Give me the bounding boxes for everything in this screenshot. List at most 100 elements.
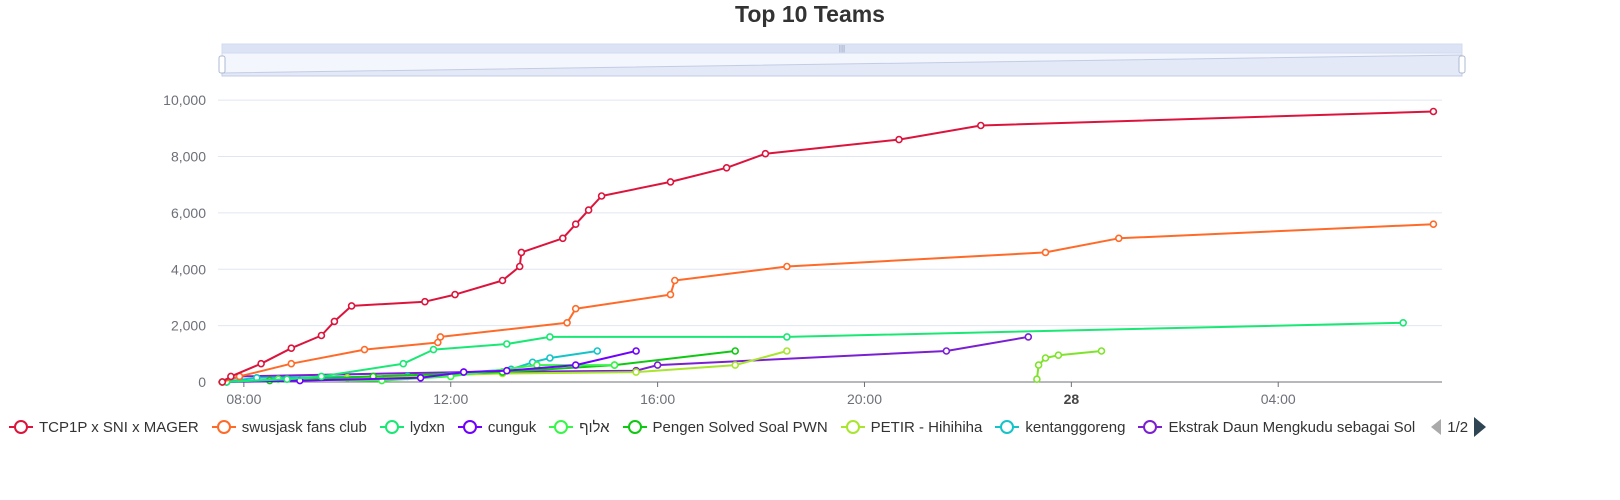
legend-item[interactable]: אלוף — [548, 419, 610, 436]
legend-item[interactable]: PETIR - Hihihiha — [840, 418, 983, 436]
data-point[interactable] — [227, 372, 235, 381]
data-point[interactable] — [1115, 234, 1123, 243]
data-point[interactable] — [317, 331, 326, 340]
data-point[interactable] — [502, 366, 511, 375]
data-point[interactable] — [546, 354, 554, 362]
data-point[interactable] — [1041, 248, 1050, 257]
legend-label: cunguk — [487, 418, 537, 436]
data-point[interactable] — [571, 304, 580, 313]
datazoom-right-handle[interactable] — [1458, 55, 1466, 74]
legend-marker-icon — [9, 420, 33, 434]
series-4[interactable] — [222, 347, 640, 386]
legend-item[interactable]: cunguk — [457, 419, 536, 436]
legend-item[interactable]: kentanggoreng — [994, 419, 1125, 436]
data-point[interactable] — [1429, 220, 1438, 228]
data-point[interactable] — [942, 347, 951, 355]
legend-marker-icon — [622, 420, 647, 434]
legend-prev-page-icon[interactable] — [1431, 419, 1442, 435]
series-1[interactable] — [218, 107, 1438, 386]
legend-item[interactable]: TCP1P x SNI x MAGER — [8, 419, 199, 436]
data-point[interactable] — [517, 248, 526, 257]
data-point[interactable] — [731, 361, 740, 369]
legend-label: Ekstrak Daun Mengkudu sebagai Sol — [1168, 418, 1416, 436]
data-point[interactable] — [416, 373, 425, 382]
legend-item[interactable]: lydxn — [379, 419, 445, 436]
data-point[interactable] — [429, 345, 438, 354]
series-10[interactable] — [1033, 347, 1106, 384]
legend-marker-icon — [995, 420, 1020, 434]
data-point[interactable] — [218, 378, 227, 386]
data-point[interactable] — [571, 220, 580, 228]
legend-label: PETIR - Hihihiha — [870, 418, 983, 436]
data-point[interactable] — [563, 318, 571, 327]
data-point[interactable] — [515, 262, 524, 271]
datazoom-slider[interactable]: ||| — [218, 43, 1466, 77]
legend-marker-icon — [840, 420, 865, 434]
data-point[interactable] — [546, 333, 554, 341]
legend-item[interactable]: Pengen Solved Soal PWN — [622, 419, 828, 436]
data-point[interactable] — [1399, 318, 1407, 327]
data-point[interactable] — [1097, 347, 1106, 355]
data-point[interactable] — [421, 297, 429, 306]
data-point[interactable] — [451, 290, 459, 299]
data-point[interactable] — [347, 302, 356, 310]
data-point[interactable] — [761, 149, 770, 158]
data-point[interactable] — [653, 361, 662, 369]
datazoom-left-handle[interactable] — [218, 55, 226, 74]
data-point[interactable] — [722, 164, 731, 172]
data-point[interactable] — [666, 178, 675, 186]
data-point[interactable] — [1033, 375, 1041, 384]
data-point[interactable] — [287, 359, 296, 368]
data-point[interactable] — [670, 276, 679, 285]
y-tick-label: 4,000 — [171, 261, 206, 277]
data-point[interactable] — [1024, 333, 1033, 341]
data-point[interactable] — [360, 345, 369, 354]
data-point[interactable] — [1054, 351, 1063, 360]
data-point[interactable] — [584, 206, 593, 214]
data-point[interactable] — [1034, 361, 1043, 369]
legend-item[interactable]: Ekstrak Daun Mengkudu sebagai Sol — [1137, 419, 1415, 436]
data-point[interactable] — [498, 276, 507, 285]
data-point[interactable] — [571, 361, 580, 369]
data-point[interactable] — [731, 347, 740, 355]
x-tick-label: 16:00 — [640, 391, 675, 407]
data-point[interactable] — [593, 347, 602, 355]
data-point[interactable] — [558, 234, 567, 243]
series-line — [221, 110, 1434, 383]
legend-label: kentanggoreng — [1025, 418, 1126, 436]
data-point[interactable] — [666, 290, 675, 299]
data-point[interactable] — [317, 372, 326, 381]
data-point[interactable] — [502, 340, 511, 348]
datazoom-grip-icon: ||| — [839, 44, 845, 53]
data-point[interactable] — [459, 368, 468, 376]
data-point[interactable] — [597, 192, 606, 200]
legend-marker-circle — [627, 420, 642, 434]
data-point[interactable] — [283, 375, 291, 384]
data-point[interactable] — [257, 359, 265, 368]
data-point[interactable] — [895, 135, 903, 144]
data-point[interactable] — [330, 317, 339, 326]
x-tick-label: 12:00 — [433, 391, 468, 407]
legend-marker-circle — [216, 420, 231, 434]
y-axis: 0 2,000 4,000 6,000 8,000 10,000 — [163, 92, 206, 390]
data-point[interactable] — [976, 121, 985, 130]
legend-label: TCP1P x SNI x MAGER — [39, 418, 199, 436]
legend-marker-icon — [211, 420, 236, 434]
legend-page-indicator: 1/2 — [1447, 418, 1469, 436]
data-point[interactable] — [610, 361, 619, 369]
data-point[interactable] — [783, 347, 791, 355]
data-point[interactable] — [399, 359, 408, 368]
data-point[interactable] — [632, 368, 640, 376]
legend-item[interactable]: swusjask fans club — [211, 419, 367, 436]
data-point[interactable] — [287, 344, 296, 353]
data-point[interactable] — [783, 333, 791, 341]
data-point[interactable] — [1429, 107, 1438, 116]
data-point[interactable] — [632, 347, 640, 355]
legend-marker-circle — [384, 420, 399, 434]
data-point[interactable] — [1041, 354, 1050, 362]
data-point[interactable] — [783, 262, 791, 271]
data-point[interactable] — [436, 333, 445, 341]
legend-label: lydxn — [409, 418, 445, 436]
legend-marker-icon — [549, 420, 574, 434]
legend-next-page-icon[interactable] — [1474, 417, 1487, 437]
